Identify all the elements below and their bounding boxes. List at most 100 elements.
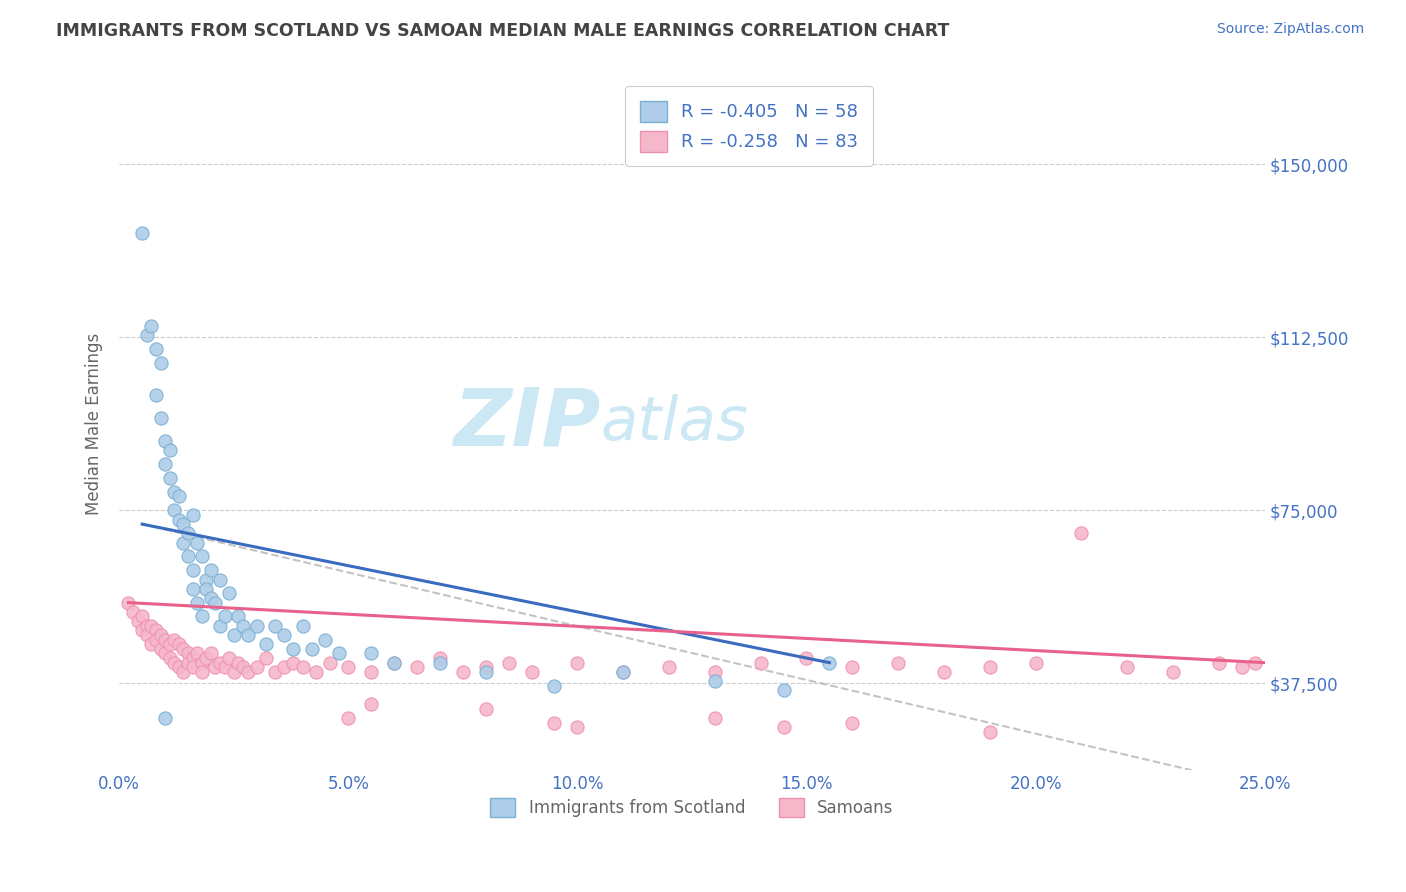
Text: ZIP: ZIP — [453, 384, 600, 463]
Point — [498, 656, 520, 670]
Point — [841, 660, 863, 674]
Point — [172, 517, 194, 532]
Point — [520, 665, 543, 679]
Point — [406, 660, 429, 674]
Point — [163, 632, 186, 647]
Point — [153, 457, 176, 471]
Point — [153, 434, 176, 448]
Point — [932, 665, 955, 679]
Point — [360, 647, 382, 661]
Text: IMMIGRANTS FROM SCOTLAND VS SAMOAN MEDIAN MALE EARNINGS CORRELATION CHART: IMMIGRANTS FROM SCOTLAND VS SAMOAN MEDIA… — [56, 22, 949, 40]
Point — [273, 628, 295, 642]
Point — [122, 605, 145, 619]
Point — [264, 665, 287, 679]
Point — [232, 618, 254, 632]
Point — [181, 563, 204, 577]
Point — [658, 660, 681, 674]
Point — [153, 711, 176, 725]
Point — [209, 618, 232, 632]
Point — [159, 651, 181, 665]
Point — [1116, 660, 1139, 674]
Point — [190, 665, 212, 679]
Point — [149, 355, 172, 369]
Point — [360, 697, 382, 711]
Point — [474, 702, 496, 716]
Point — [163, 656, 186, 670]
Point — [567, 656, 589, 670]
Point — [167, 637, 190, 651]
Point — [1161, 665, 1184, 679]
Point — [172, 641, 194, 656]
Legend: Immigrants from Scotland, Samoans: Immigrants from Scotland, Samoans — [484, 791, 900, 824]
Point — [145, 632, 167, 647]
Point — [149, 411, 172, 425]
Point — [264, 618, 287, 632]
Point — [153, 632, 176, 647]
Point — [131, 609, 153, 624]
Point — [429, 651, 451, 665]
Point — [887, 656, 910, 670]
Point — [254, 651, 277, 665]
Point — [314, 632, 336, 647]
Point — [1230, 660, 1253, 674]
Point — [141, 318, 163, 333]
Point — [1244, 656, 1267, 670]
Point — [181, 660, 204, 674]
Point — [301, 641, 323, 656]
Point — [1070, 526, 1092, 541]
Point — [228, 656, 250, 670]
Point — [186, 647, 208, 661]
Point — [172, 665, 194, 679]
Point — [283, 656, 305, 670]
Point — [232, 660, 254, 674]
Point — [222, 665, 245, 679]
Point — [145, 624, 167, 638]
Point — [204, 596, 226, 610]
Point — [328, 647, 350, 661]
Point — [246, 618, 269, 632]
Point — [214, 660, 236, 674]
Point — [772, 683, 794, 698]
Point — [543, 715, 565, 730]
Point — [1025, 656, 1047, 670]
Point — [177, 549, 200, 564]
Point — [337, 660, 360, 674]
Point — [360, 665, 382, 679]
Point — [254, 637, 277, 651]
Point — [141, 637, 163, 651]
Point — [195, 573, 218, 587]
Point — [291, 660, 314, 674]
Point — [177, 647, 200, 661]
Point — [703, 665, 725, 679]
Point — [283, 641, 305, 656]
Text: atlas: atlas — [600, 394, 748, 453]
Point — [703, 711, 725, 725]
Point — [749, 656, 772, 670]
Point — [159, 471, 181, 485]
Point — [204, 660, 226, 674]
Point — [236, 628, 259, 642]
Point — [131, 624, 153, 638]
Point — [200, 647, 222, 661]
Point — [181, 582, 204, 596]
Point — [195, 651, 218, 665]
Point — [209, 573, 232, 587]
Point — [979, 660, 1001, 674]
Point — [145, 388, 167, 402]
Point — [117, 596, 139, 610]
Point — [163, 503, 186, 517]
Point — [474, 665, 496, 679]
Point — [382, 656, 405, 670]
Point — [190, 549, 212, 564]
Point — [319, 656, 342, 670]
Point — [228, 609, 250, 624]
Point — [218, 651, 240, 665]
Point — [612, 665, 634, 679]
Point — [135, 327, 157, 342]
Point — [218, 586, 240, 600]
Point — [567, 720, 589, 734]
Point — [543, 679, 565, 693]
Point — [200, 591, 222, 605]
Point — [190, 656, 212, 670]
Point — [1208, 656, 1230, 670]
